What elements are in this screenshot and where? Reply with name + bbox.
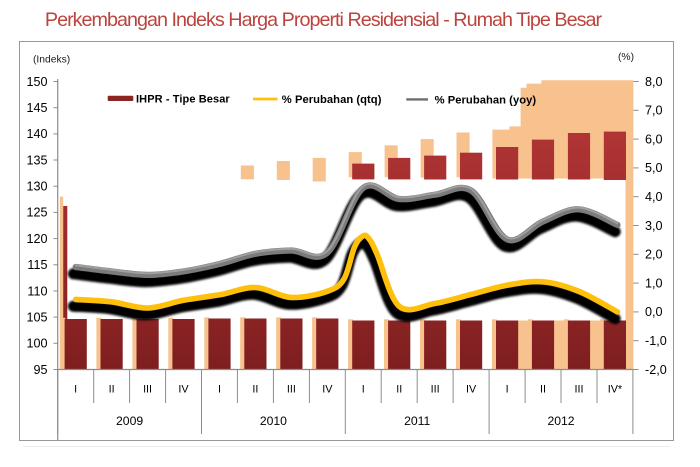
svg-text:2010: 2010	[260, 414, 287, 428]
svg-text:III: III	[431, 384, 440, 396]
svg-text:95: 95	[33, 363, 47, 377]
svg-text:115: 115	[27, 258, 47, 272]
svg-text:IV: IV	[322, 384, 333, 396]
svg-text:IV: IV	[466, 384, 477, 396]
svg-text:8,0: 8,0	[645, 75, 663, 89]
svg-text:II: II	[252, 384, 258, 396]
svg-text:125: 125	[26, 206, 47, 220]
svg-text:-2,0: -2,0	[645, 363, 667, 377]
svg-text:130: 130	[26, 180, 47, 194]
svg-text:I: I	[218, 384, 221, 396]
svg-text:5,0: 5,0	[645, 161, 663, 175]
svg-text:2009: 2009	[116, 414, 143, 428]
svg-text:IV: IV	[178, 384, 189, 396]
svg-text:I: I	[362, 384, 365, 396]
svg-text:-1,0: -1,0	[645, 334, 667, 348]
svg-text:7,0: 7,0	[645, 104, 663, 118]
svg-text:IHPR - Tipe Besar: IHPR - Tipe Besar	[136, 94, 230, 106]
svg-text:2012: 2012	[547, 414, 574, 428]
svg-text:% Perubahan (qtq): % Perubahan (qtq)	[282, 94, 382, 106]
svg-text:III: III	[574, 384, 583, 396]
svg-text:2,0: 2,0	[645, 248, 663, 262]
svg-text:II: II	[109, 384, 115, 396]
svg-text:145: 145	[26, 101, 47, 115]
svg-text:(Indeks): (Indeks)	[33, 55, 70, 66]
svg-text:3,0: 3,0	[645, 219, 663, 233]
svg-text:III: III	[143, 384, 152, 396]
svg-text:1,0: 1,0	[645, 276, 663, 290]
svg-text:Perkembangan Indeks Harga Prop: Perkembangan Indeks Harga Properti Resid…	[45, 9, 603, 31]
svg-text:IV*: IV*	[608, 384, 623, 396]
svg-text:II: II	[540, 384, 546, 396]
svg-text:6,0: 6,0	[645, 132, 663, 146]
svg-text:(%): (%)	[618, 52, 634, 63]
svg-text:I: I	[506, 384, 509, 396]
svg-text:2011: 2011	[404, 414, 430, 428]
svg-text:135: 135	[26, 153, 47, 167]
svg-text:110: 110	[27, 284, 47, 298]
svg-text:105: 105	[26, 310, 47, 324]
svg-text:II: II	[396, 384, 402, 396]
svg-text:150: 150	[26, 75, 47, 89]
svg-text:% Perubahan (yoy): % Perubahan (yoy)	[435, 95, 537, 107]
svg-text:140: 140	[26, 127, 47, 141]
svg-text:I: I	[74, 384, 77, 396]
svg-text:III: III	[287, 384, 296, 396]
svg-text:0,0: 0,0	[645, 305, 663, 319]
svg-text:120: 120	[26, 232, 47, 246]
svg-text:100: 100	[26, 337, 47, 351]
svg-text:4,0: 4,0	[645, 190, 663, 204]
